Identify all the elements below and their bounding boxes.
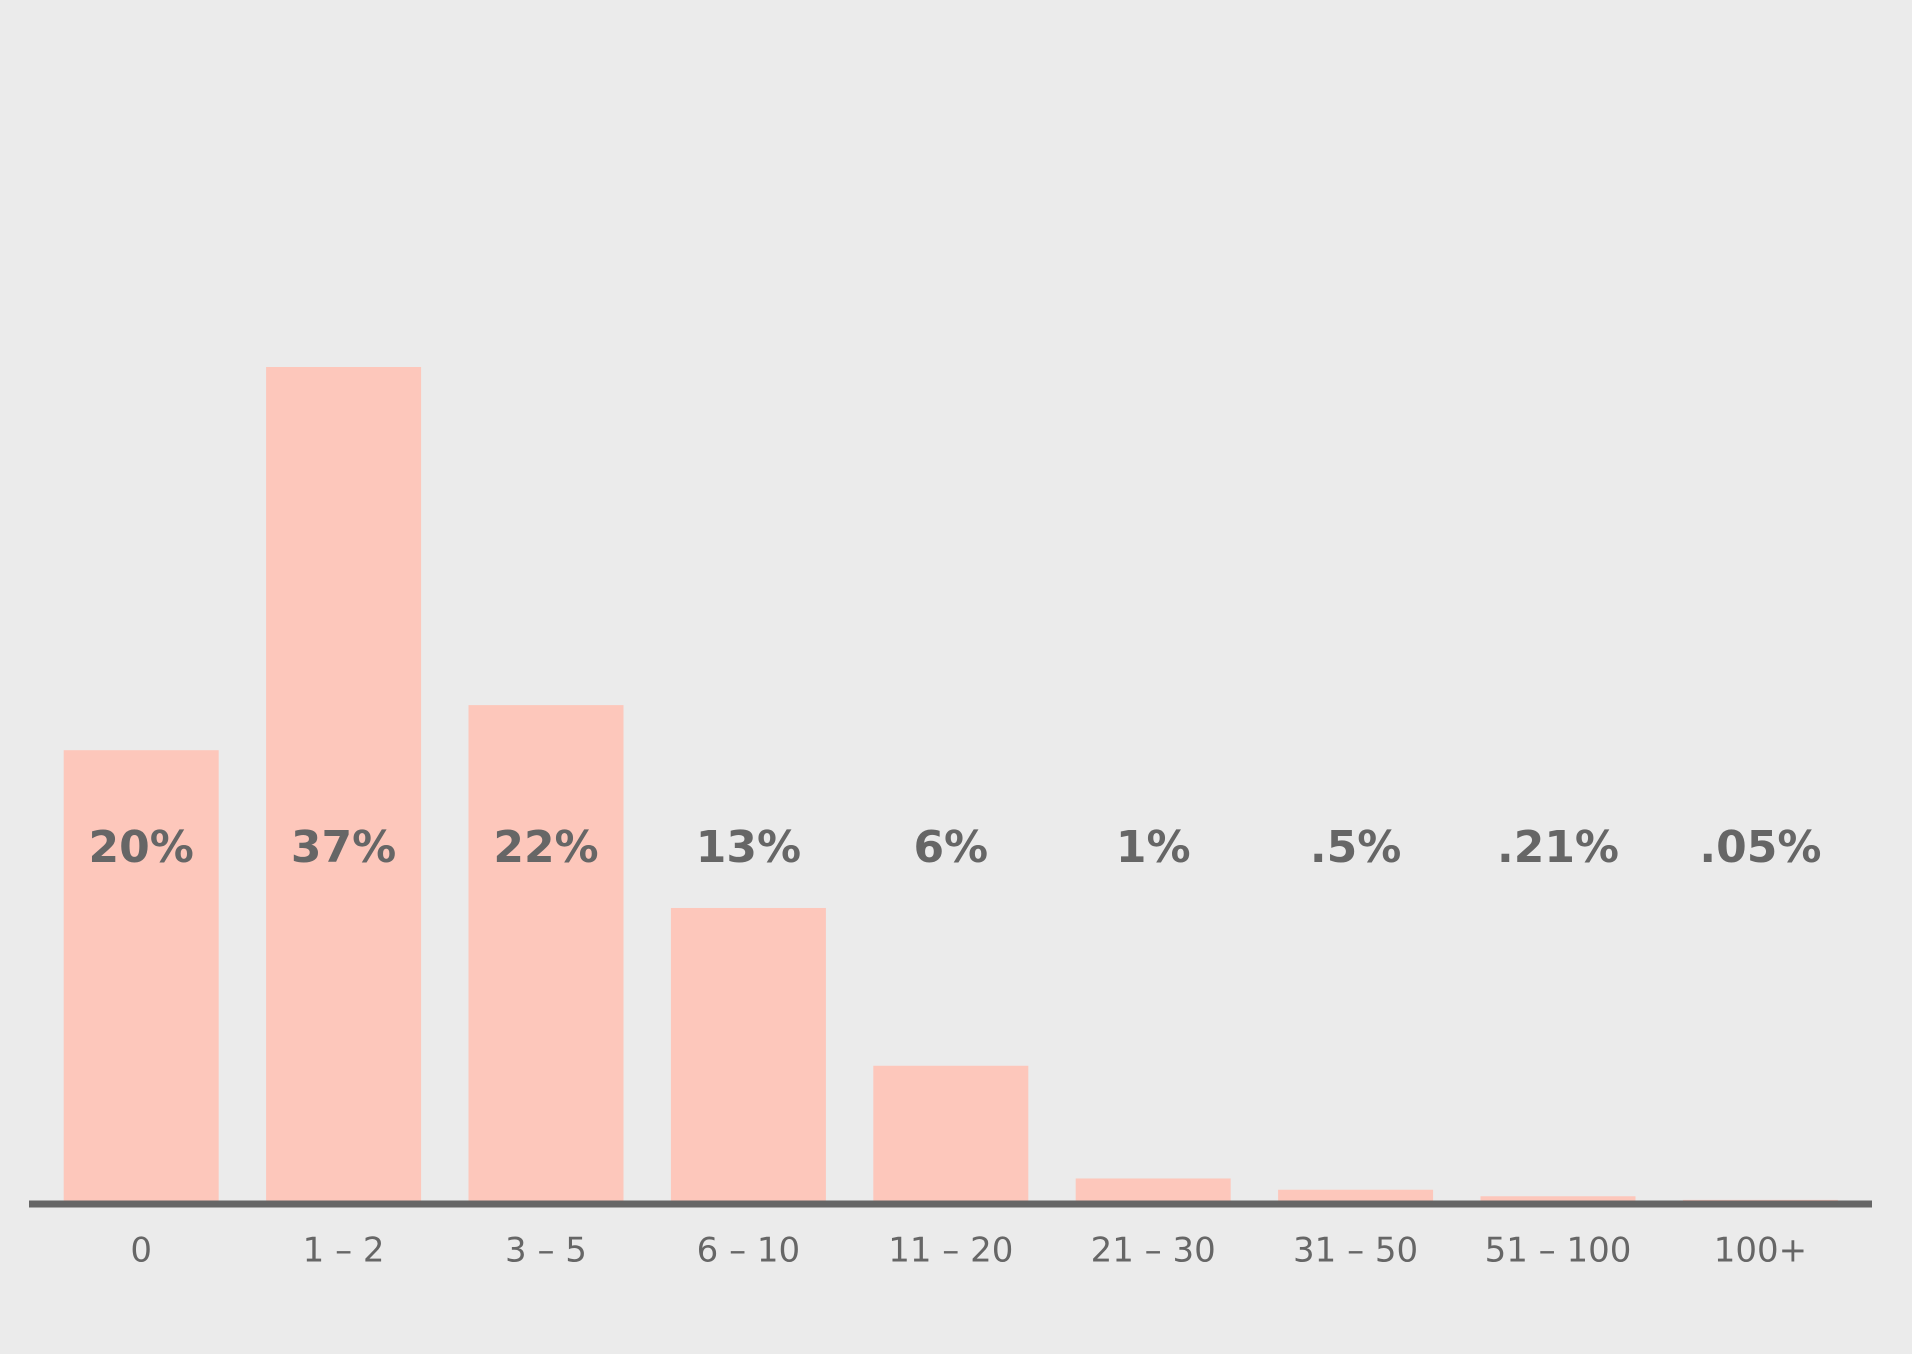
- bar: [266, 367, 422, 1201]
- x-tick-label: 1 – 2: [303, 1231, 385, 1271]
- value-label: 13%: [696, 822, 801, 873]
- x-tick-label: 51 – 100: [1485, 1231, 1632, 1271]
- bar: [1480, 1196, 1636, 1201]
- value-label: 6%: [913, 822, 988, 873]
- value-label: .5%: [1310, 822, 1401, 873]
- x-tick-label: 0: [130, 1231, 152, 1271]
- bar: [1682, 1199, 1838, 1201]
- bar: [670, 907, 826, 1201]
- bar: [468, 705, 624, 1201]
- bar: [873, 1065, 1029, 1201]
- x-tick-label: 11 – 20: [888, 1231, 1013, 1271]
- value-label: 20%: [89, 822, 194, 873]
- x-tick-label: 31 – 50: [1293, 1231, 1418, 1271]
- bar: [63, 750, 219, 1201]
- x-tick-label: 100+: [1714, 1231, 1807, 1271]
- value-label: .05%: [1699, 822, 1821, 873]
- value-label: 22%: [493, 822, 598, 873]
- value-label: 1%: [1116, 822, 1191, 873]
- value-label: 37%: [291, 822, 396, 873]
- x-tick-label: 21 – 30: [1091, 1231, 1216, 1271]
- x-tick-label: 6 – 10: [697, 1231, 801, 1271]
- bar: [1075, 1178, 1231, 1201]
- x-tick-label: 3 – 5: [505, 1231, 587, 1271]
- bar: [1278, 1189, 1434, 1201]
- value-label: .21%: [1497, 822, 1619, 873]
